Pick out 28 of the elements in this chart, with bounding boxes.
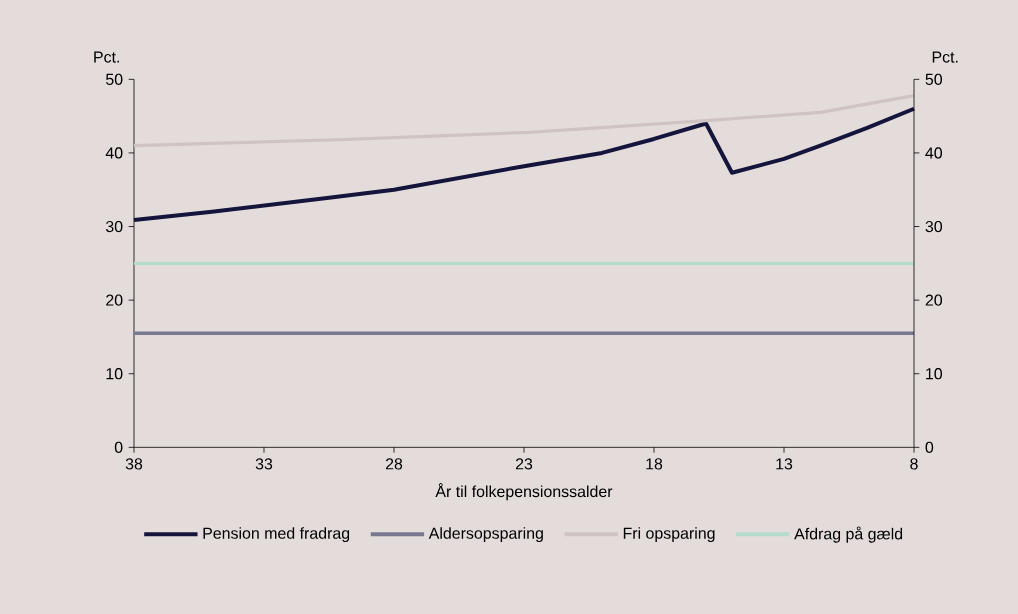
y2-tick-label: 50	[925, 73, 943, 85]
x-tick-label: 8	[910, 458, 918, 470]
legend-label: Aldersopsparing	[428, 527, 543, 543]
line-series	[132, 93, 916, 148]
x-axis-title: År til folkepensionssalder	[435, 483, 613, 501]
y2-tick-label: 30	[925, 220, 943, 233]
y-tick-label: 50	[105, 73, 123, 85]
y-tick-label: 40	[105, 147, 123, 159]
x-tick-label: 18	[646, 458, 663, 470]
x-tick-label: 33	[255, 458, 273, 470]
y2-tick-label: 0	[925, 441, 934, 453]
y2-tick-label: 20	[925, 294, 943, 306]
legend-label: Pension med fradrag	[203, 527, 350, 543]
legend-label: Fri opsparing	[623, 527, 715, 543]
y2-axis-title: Pct.	[932, 51, 958, 63]
y-tick-label: 20	[106, 294, 123, 306]
x-tick-label: 38	[125, 458, 143, 470]
x-tick-label: 13	[776, 458, 793, 470]
line-series	[131, 106, 916, 222]
legend-label: Afdrag på gæld	[794, 526, 903, 543]
x-tick-label: 28	[385, 458, 403, 470]
y-tick-label: 0	[114, 441, 123, 453]
x-tick-label: 23	[515, 458, 533, 470]
y-tick-label: 10	[106, 368, 123, 380]
y-axis-title: Pct.	[94, 51, 119, 63]
y2-tick-label: 10	[926, 368, 943, 380]
y2-tick-label: 40	[925, 147, 943, 159]
y-tick-label: 30	[105, 220, 123, 233]
